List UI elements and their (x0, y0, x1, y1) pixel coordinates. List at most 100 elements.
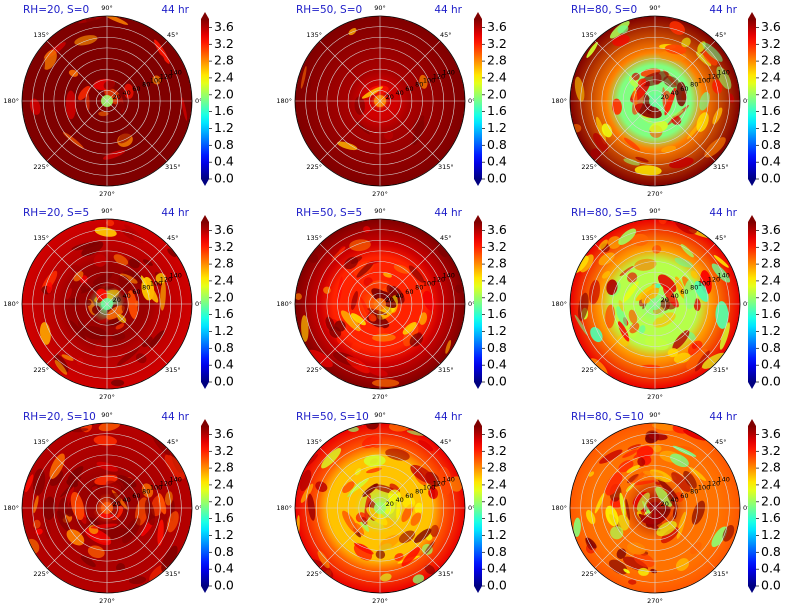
angle-label: 45° (715, 31, 727, 39)
contour-patch (628, 309, 638, 324)
angle-label: 135° (581, 438, 597, 446)
colorbar-tick-label: 1.6 (214, 306, 234, 321)
contour-patch (617, 25, 629, 34)
polar-grid-spoke (654, 507, 716, 569)
polar-grid-spoke (106, 447, 168, 509)
colorbar-extend-top (474, 215, 482, 222)
contour-patch (157, 519, 164, 546)
angle-label: 180° (3, 300, 19, 308)
colorbar-extend-bottom (748, 179, 756, 186)
colorbar-7: 0.0 0.4 0.8 1.2 1.6 2.0 2.42.8 3.2 3.6 (201, 419, 234, 593)
radial-tick-label: 120 (708, 276, 720, 284)
colorbar-8: 0.0 0.4 0.8 1.2 1.6 2.0 2.42.8 3.2 3.6 (474, 419, 507, 593)
colorbar-tick-label: 2.4 (761, 476, 781, 491)
contour-patch (85, 299, 92, 306)
contour-patch (35, 528, 43, 535)
colorbar-tick-label: 2.8 (214, 53, 234, 68)
contour-patch (346, 356, 370, 374)
colorbar-tick-label: 1.2 (761, 120, 781, 135)
contour-patch (323, 286, 331, 294)
contour-patch (590, 148, 602, 160)
contour-patch (618, 300, 625, 312)
radial-tick-label: 100 (423, 280, 435, 288)
colorbar-tick-label: 0.4 (487, 154, 507, 169)
radial-tick-label: 80 (142, 81, 150, 89)
contour-patch (590, 327, 603, 343)
contour-patch (674, 276, 686, 299)
contour-patch (157, 493, 167, 515)
colorbar-tick-label: 2.4 (214, 69, 234, 84)
colorbar-tick-label: 1.2 (761, 323, 781, 338)
radial-tick-label: 100 (423, 77, 435, 85)
contour-patch (117, 475, 137, 488)
contour-patch (139, 143, 152, 154)
angle-label: 135° (306, 31, 322, 39)
colorbar-tick-label: 2.0 (761, 289, 781, 304)
contour-patch (641, 287, 659, 304)
angle-label: 270° (372, 190, 388, 198)
radial-tick-label: 60 (405, 85, 413, 93)
polar-grid (21, 422, 193, 594)
contour-patch (81, 169, 96, 179)
contour-patch (573, 517, 581, 537)
radial-tick-label: 100 (698, 77, 710, 85)
radial-tick-label: 60 (405, 288, 413, 296)
contour-patch (638, 567, 649, 576)
contour-patch (619, 492, 626, 518)
contour-patch (66, 529, 85, 546)
colorbar-body (748, 222, 756, 382)
colorbar-tick-label: 3.6 (487, 426, 507, 441)
contour-patch (356, 261, 375, 278)
panel-title: RH=20, S=0 (23, 4, 89, 16)
polar-grid-spoke (594, 303, 656, 365)
polar-grid-spoke (379, 100, 441, 162)
polar-grid-spoke (106, 507, 168, 569)
contour-patch (640, 115, 654, 125)
contour-patch (650, 568, 658, 574)
contour-patch (623, 158, 640, 166)
contour-patch (98, 111, 109, 117)
contour-patch (657, 274, 677, 293)
contour-patch (54, 359, 68, 375)
angle-label: 45° (440, 234, 452, 242)
contour-patch (661, 145, 677, 153)
contour-patch (73, 271, 84, 282)
contour-patch (728, 93, 735, 103)
contour-patch (321, 447, 342, 469)
radial-tick-label: 140 (169, 272, 181, 280)
contour-patch (649, 121, 668, 133)
contour-patch (300, 66, 307, 89)
polar-frame (21, 218, 193, 390)
colorbar-tick-label: 2.8 (487, 256, 507, 271)
radial-tick-label: 100 (150, 484, 162, 492)
contour-patch (702, 42, 723, 62)
contour-patch (596, 116, 607, 145)
contour-patch (32, 468, 46, 496)
colorbar-tick-label: 2.0 (214, 493, 234, 508)
colorbar-extend-bottom (474, 179, 482, 186)
contour-patch (622, 556, 649, 572)
contour-patch (118, 130, 133, 144)
colorbar-3: 0.0 0.4 0.8 1.2 1.6 2.0 2.42.8 3.2 3.6 (748, 12, 781, 186)
contour-patch (712, 107, 723, 125)
contour-patch (123, 83, 134, 99)
colorbar-body (474, 19, 482, 179)
contour-patch (412, 119, 425, 146)
contour-patch (115, 563, 126, 572)
radial-tick-label: 100 (698, 280, 710, 288)
contour-patch (295, 293, 302, 301)
contour-patch (637, 78, 647, 87)
contour-patch (127, 290, 138, 320)
radial-tick-label: 100 (150, 77, 162, 85)
contour-patch (342, 481, 355, 493)
angle-label: 180° (276, 97, 292, 105)
angle-label: 45° (167, 438, 179, 446)
colorbar-tick-label: 0.8 (214, 137, 234, 152)
contour-patch (383, 499, 396, 515)
angle-label: 45° (715, 234, 727, 242)
radial-tick-label: 20 (113, 296, 121, 304)
contour-patch (317, 550, 330, 569)
colorbar-tick-label: 0.8 (761, 544, 781, 559)
